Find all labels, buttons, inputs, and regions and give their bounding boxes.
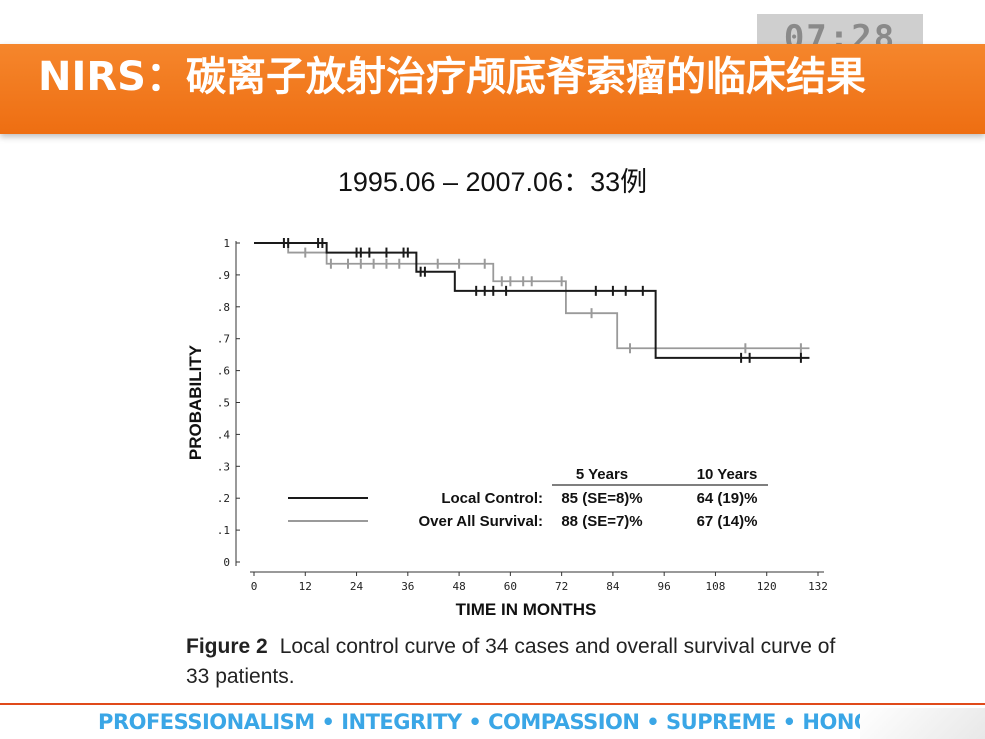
y-tick-label: .6 [217,365,230,378]
chart-axes: 0 .1 .2 .3 .4 .5 .6 .7 .8 .9 1 0 12 24 36 48 60 72 84 96 108… [186,237,828,619]
y-tick-label: 0 [223,556,230,569]
x-tick-label: 36 [401,580,414,593]
x-tick-label: 0 [251,580,258,593]
chart-series [254,238,810,363]
x-tick-label: 72 [555,580,568,593]
x-tick-label: 132 [808,580,828,593]
x-axis-title: TIME IN MONTHS [456,600,597,619]
y-tick-label: .5 [217,397,230,410]
y-tick-label: .3 [217,460,230,473]
x-tick-label: 108 [706,580,726,593]
y-tick-label: .7 [217,333,230,346]
overall_survival-legend-label: Over All Survival: [419,513,544,530]
chart-legend-table: 5 Years 10 Years Local Control: 85 (SE=8)% 6… [288,466,768,530]
y-tick-label: .4 [217,428,231,441]
local_control-10yr-value: 64 (19)% [697,490,758,507]
x-tick-label: 12 [299,580,312,593]
x-tick-label: 24 [350,580,364,593]
table-header-5-years: 5 Years [576,466,628,483]
page-corner [860,708,985,739]
footer-divider [0,703,985,705]
y-tick-label: .9 [217,269,230,282]
slide-title: NIRS：碳离子放射治疗颅底脊索瘤的临床结果 [38,54,866,100]
local_control-legend-label: Local Control: [441,490,543,507]
figure-label: Figure 2 [186,635,268,658]
footer-motto: PROFESSIONALISM • INTEGRITY • COMPASSION… [98,710,887,734]
x-tick-label: 60 [504,580,517,593]
figure-caption: Figure 2 Local control curve of 34 cases … [186,632,846,692]
figure-caption-text: Local control curve of 34 cases and over… [186,635,836,688]
x-tick-label: 84 [606,580,620,593]
y-axis-title: PROBABILITY [186,344,205,460]
overall_survival-5yr-value: 88 (SE=7)% [561,513,642,530]
y-tick-label: .8 [217,301,230,314]
overall_survival-curve [254,242,810,350]
y-tick-label: .2 [217,492,230,505]
x-tick-label: 96 [658,580,671,593]
local_control-curve [254,242,810,359]
table-header-10-years: 10 Years [697,466,758,483]
local_control-5yr-value: 85 (SE=8)% [561,490,642,507]
y-tick-label: 1 [223,237,230,250]
x-tick-label: 120 [757,580,777,593]
survival-chart: 0 .1 .2 .3 .4 .5 .6 .7 .8 .9 1 0 12 24 36 48 60 72 84 96 108… [186,237,828,619]
y-tick-label: .1 [217,524,230,537]
overall_survival-10yr-value: 67 (14)% [697,513,758,530]
title-banner: NIRS：碳离子放射治疗颅底脊索瘤的临床结果 [0,44,985,134]
slide-subtitle: 1995.06 – 2007.06：33例 [337,167,648,197]
x-tick-label: 48 [452,580,465,593]
